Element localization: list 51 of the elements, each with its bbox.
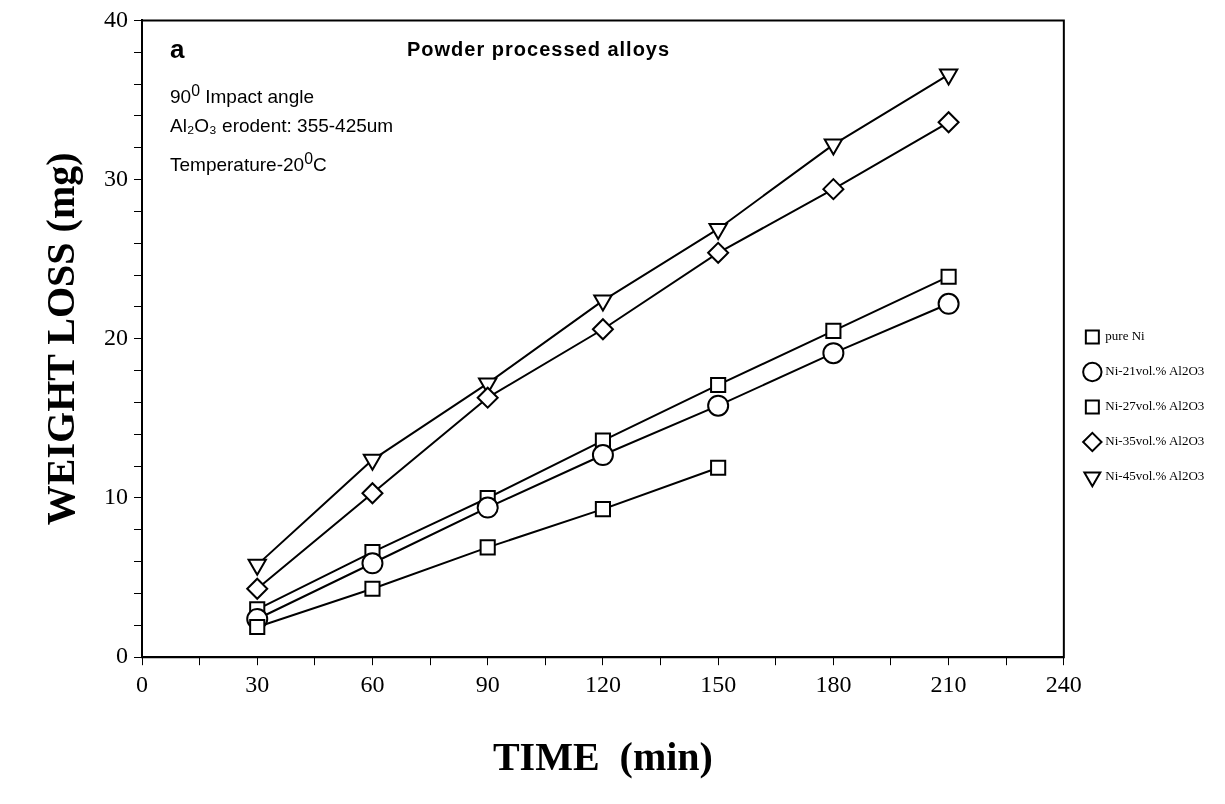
point [707, 394, 730, 417]
x-tick-label: 30 [245, 670, 270, 697]
legend-label: Ni-21vol.% Al2O3 [1105, 363, 1205, 379]
annotation: Powder processed alloys [407, 38, 671, 62]
x-tick-label: 150 [700, 670, 737, 697]
annotation: 90$^{0}$ Impact angle [170, 82, 315, 109]
point [710, 459, 727, 476]
y-tick-label: 20 [104, 324, 128, 351]
point [594, 501, 611, 518]
x-tick-label: 240 [1045, 670, 1082, 697]
x-tick-label: 0 [136, 670, 148, 697]
y-tick-label: 10 [104, 483, 128, 510]
point [707, 241, 730, 264]
legend-label: Ni-35vol.% Al2O3 [1105, 433, 1205, 449]
legend-label: Ni-27vol.% Al2O3 [1105, 398, 1205, 414]
x-tick-label: 60 [360, 670, 385, 697]
point [476, 386, 499, 409]
legend-label: pure Ni [1105, 328, 1146, 344]
x-axis-title: TIME (min) [492, 734, 713, 780]
point [708, 222, 728, 240]
point [361, 552, 384, 575]
point [476, 496, 499, 519]
point [364, 580, 381, 597]
point [938, 68, 959, 86]
x-tick-label: 180 [815, 670, 852, 697]
legend-label: Ni-45vol.% Al2O3 [1105, 468, 1205, 484]
y-tick-label: 0 [116, 642, 128, 669]
point [822, 178, 845, 201]
y-tick-label: 30 [104, 164, 128, 191]
point [823, 138, 844, 156]
y-tick-label: 40 [104, 5, 128, 32]
point [593, 294, 613, 312]
x-tick-label: 90 [475, 670, 500, 697]
point [246, 577, 269, 600]
point [825, 322, 842, 339]
point [937, 292, 960, 315]
y-axis-title: WEIGHT LOSS (mg) [38, 152, 84, 526]
point [361, 482, 384, 505]
point [940, 268, 957, 285]
point [479, 539, 496, 556]
point [822, 342, 845, 365]
point [591, 444, 614, 467]
point [591, 318, 614, 341]
x-tick-label: 120 [584, 670, 621, 697]
x-tick-label: 210 [930, 670, 967, 697]
annotation: Al₂O₃ erodent: 355-425um [170, 115, 394, 138]
point [710, 376, 727, 394]
annotation: a [170, 34, 185, 66]
point [249, 618, 266, 636]
point [937, 111, 960, 134]
annotation: Temperature-20$^{0}$C [170, 150, 327, 177]
